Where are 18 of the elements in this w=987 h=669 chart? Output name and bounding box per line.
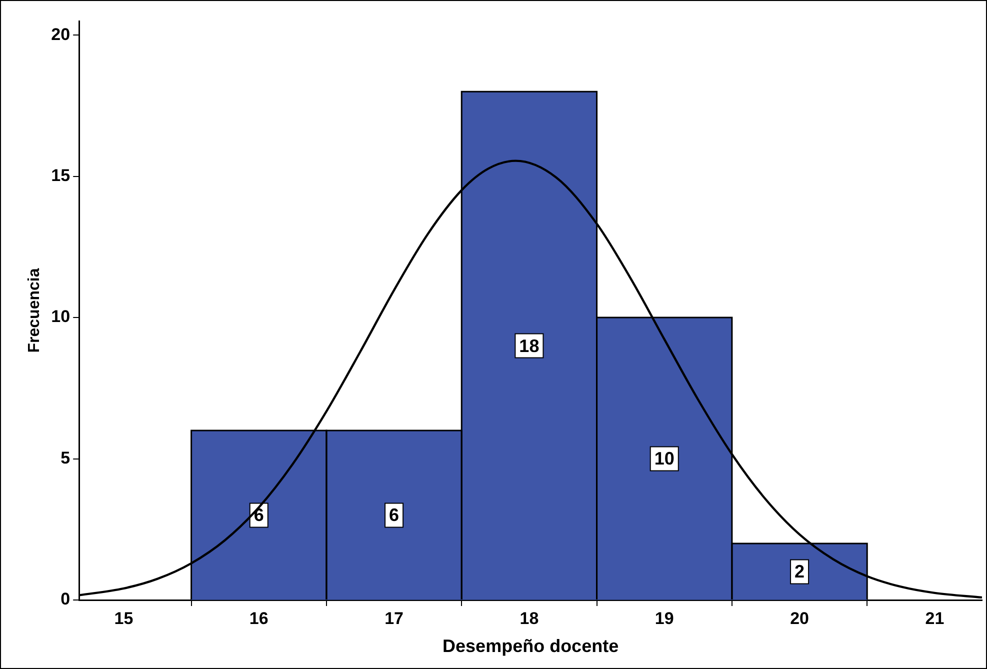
x-tick-label: 15	[114, 608, 134, 628]
x-tick-label: 18	[520, 608, 539, 628]
y-tick-label: 0	[60, 590, 70, 609]
x-tick-label: 21	[925, 608, 944, 628]
x-tick-label: 16	[249, 608, 268, 628]
x-tick-label: 20	[790, 608, 809, 628]
data-label: 6	[389, 505, 400, 526]
y-axis-title: Frecuencia	[26, 268, 44, 353]
y-tick-label: 20	[51, 24, 70, 44]
data-label: 2	[794, 562, 805, 582]
y-tick-label: 10	[51, 307, 70, 326]
x-axis-title: Desempeño docente	[442, 636, 619, 656]
x-tick-label: 19	[654, 608, 674, 628]
data-label: 10	[654, 448, 674, 469]
y-tick-label: 15	[51, 166, 70, 186]
data-label: 18	[519, 336, 540, 356]
y-tick-label: 5	[60, 448, 70, 468]
x-tick-label: 17	[384, 608, 404, 628]
